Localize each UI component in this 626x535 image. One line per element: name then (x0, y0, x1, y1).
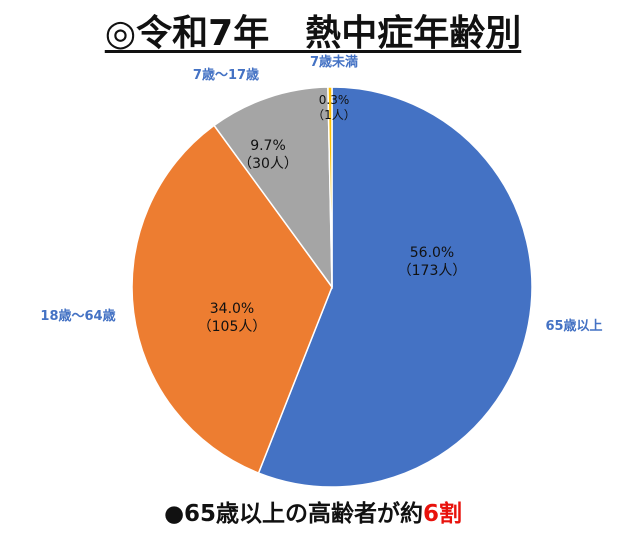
summary-note: ●65歳以上の高齢者が約6割 (0, 494, 626, 528)
slice-count-label: （1人） (312, 108, 356, 122)
chart-title-text: ◎令和7年 熱中症年齢別 (104, 13, 522, 54)
pie-labels: 56.0% （173人） 65歳以上 34.0% （105人） 18歳～64歳 9.7% （3… (40, 54, 602, 335)
pie-slice-2 (213, 86, 333, 290)
slice-count-label: （30人） (238, 156, 298, 172)
pie-slice-1 (131, 124, 333, 474)
slice-count-label: （173人） (398, 263, 467, 279)
chart-title: ◎令和7年 熱中症年齢別 (0, 4, 626, 56)
pie-slice-3 (327, 86, 333, 288)
slice-percent-label: 9.7% (250, 138, 286, 154)
slice-category-label: 18歳～64歳 (40, 308, 115, 324)
slice-category-label: 7歳～17歳 (193, 67, 259, 83)
slice-category-label: 65歳以上 (545, 318, 602, 334)
pie-slices (131, 86, 533, 488)
slice-percent-label: 34.0% (210, 301, 254, 317)
slice-percent-label: 56.0% (410, 245, 454, 261)
slice-percent-label: 0.3% (319, 93, 350, 107)
summary-note-highlight: 6割 (423, 501, 463, 527)
slice-count-label: （105人） (198, 319, 267, 335)
pie-slice-0 (257, 86, 533, 488)
summary-note-text: ●65歳以上の高齢者が約 (163, 501, 424, 527)
slice-category-label: 7歳未満 (310, 54, 358, 70)
